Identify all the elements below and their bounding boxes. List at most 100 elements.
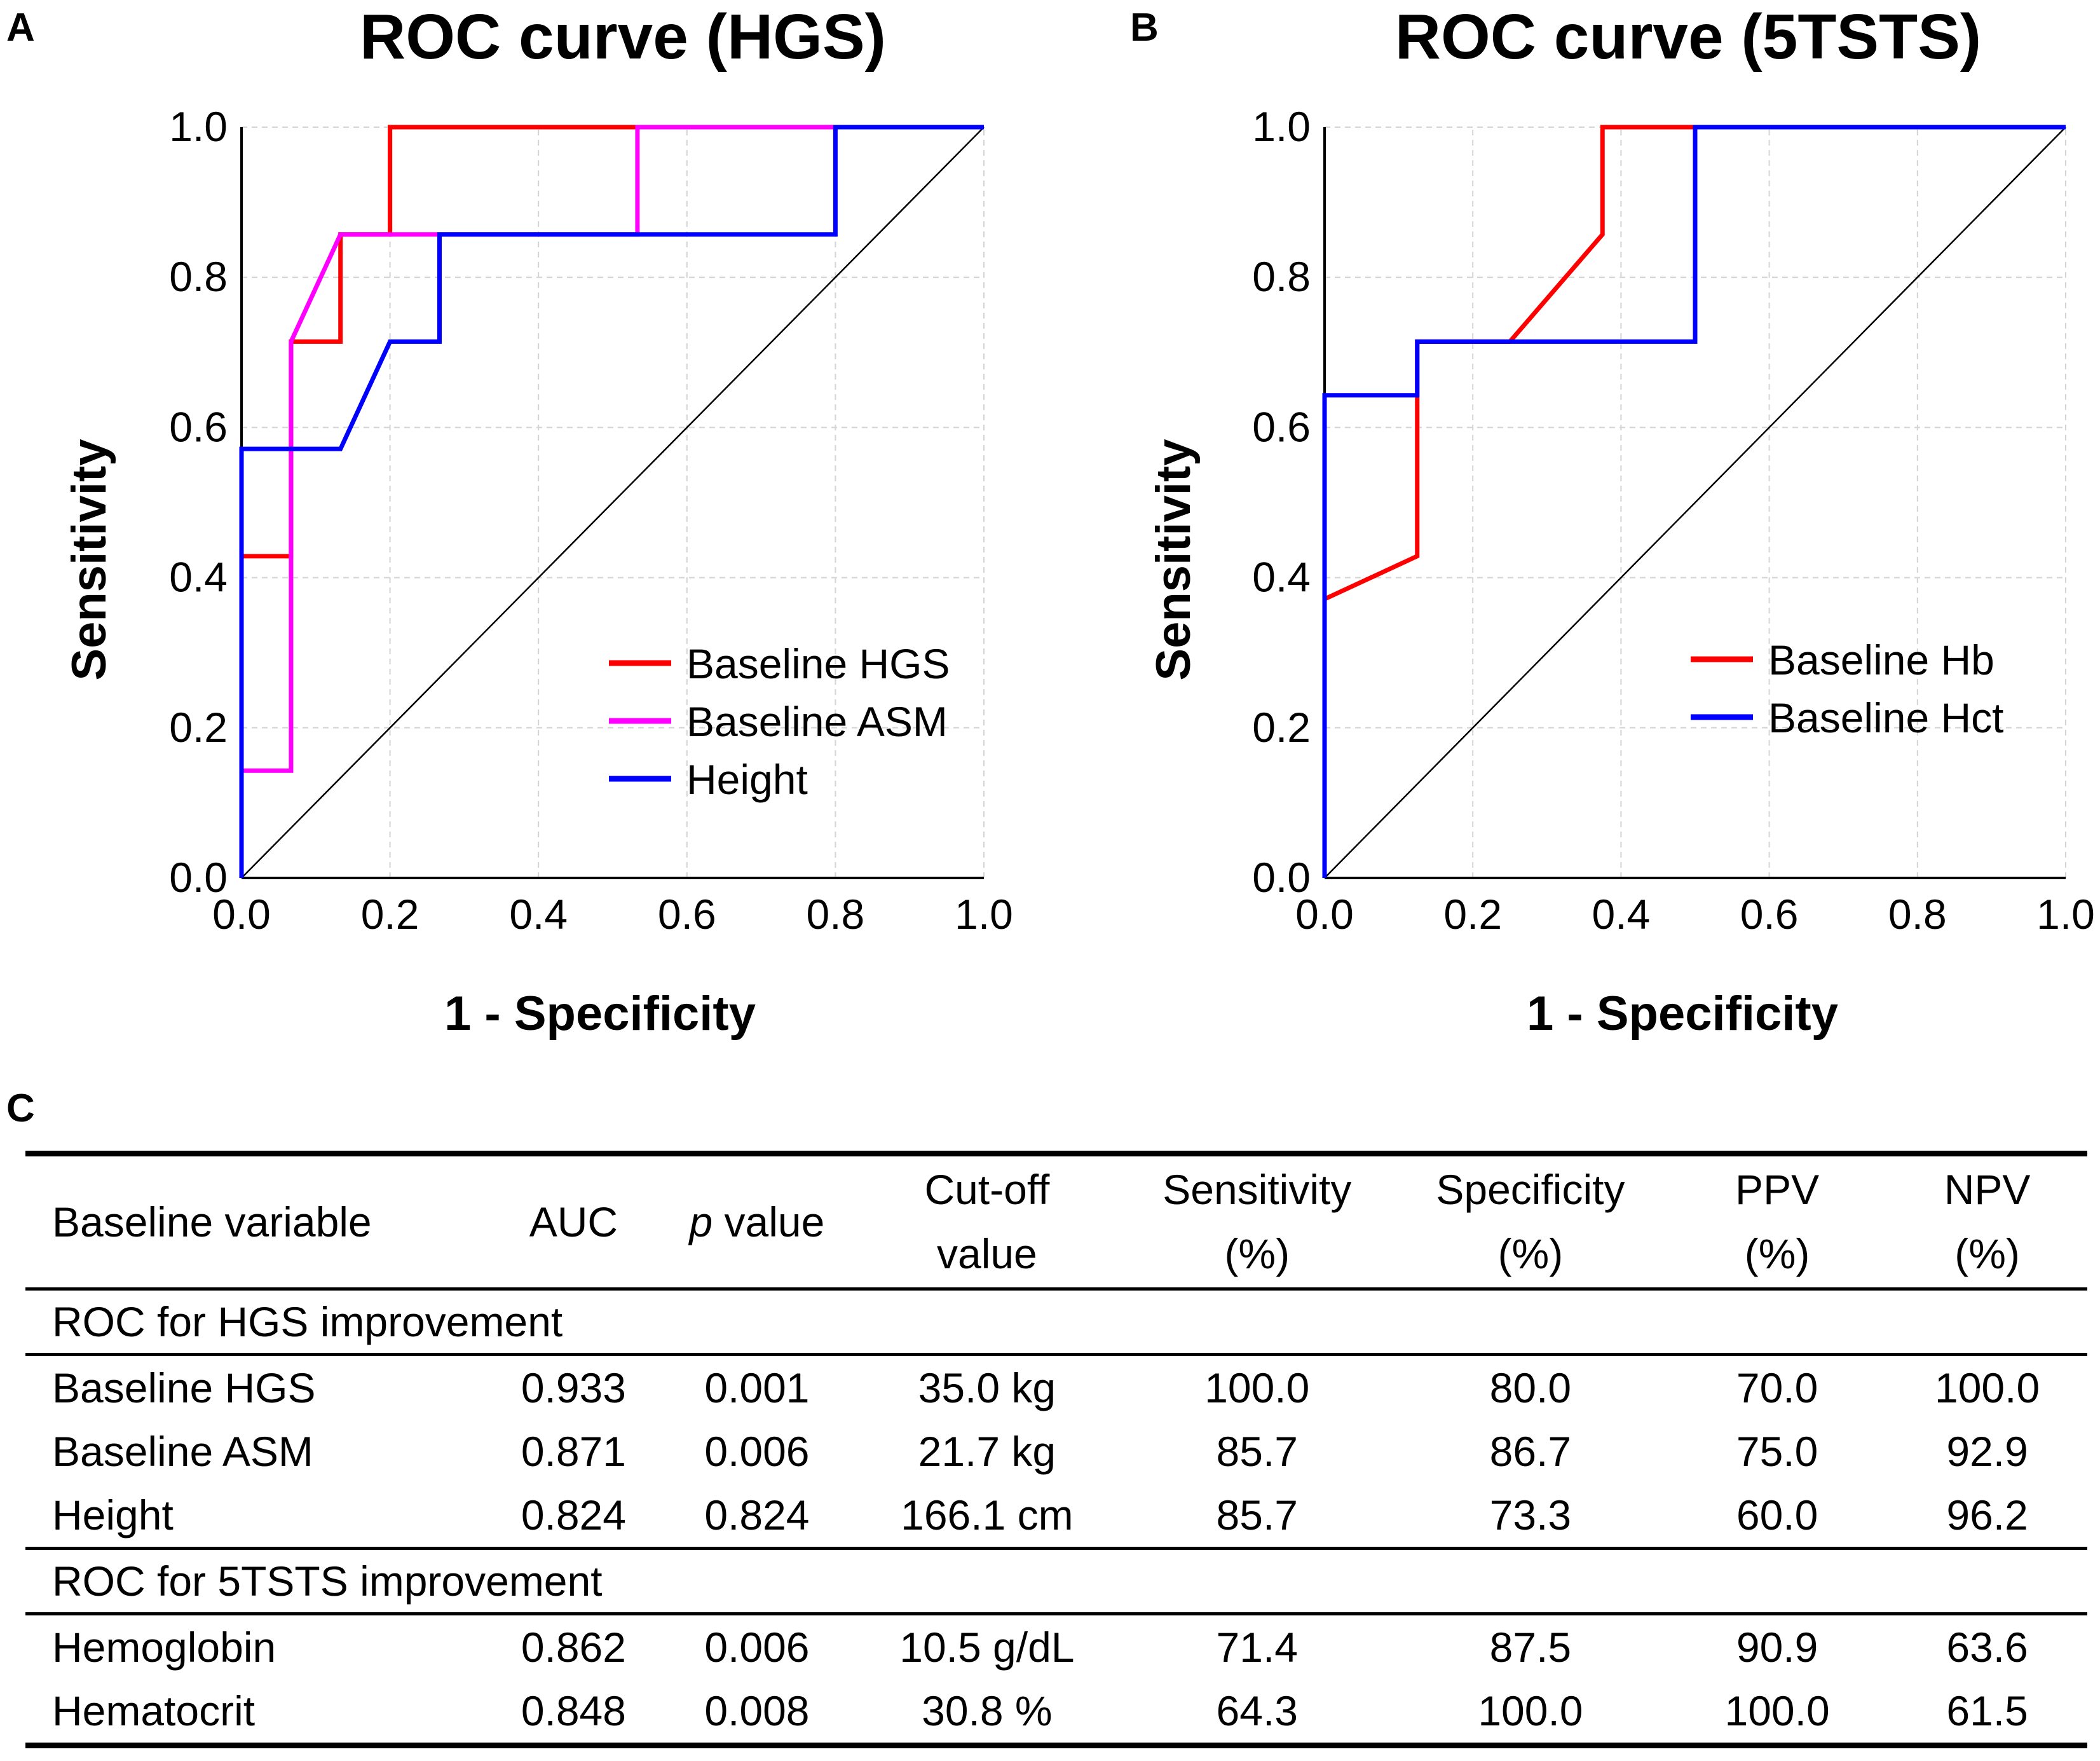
table-cell: 35.0 kg: [918, 1364, 1056, 1411]
table-cell: 71.4: [1216, 1623, 1298, 1671]
header-text: Baseline variable: [52, 1198, 372, 1245]
column-header: PPV (%): [1667, 1151, 1888, 1291]
table-cell: 100.0: [1393, 1679, 1667, 1748]
table-cell: 0.933: [521, 1364, 626, 1411]
x-tick-label: 0.0: [1295, 891, 1354, 938]
table-cell: 100.0: [1935, 1364, 2040, 1411]
column-header: Baseline variable: [25, 1151, 488, 1291]
y-tick-label: 0.4: [1252, 554, 1311, 601]
panel-label-b: B: [1130, 6, 1159, 50]
table-cell: 86.7: [1489, 1427, 1572, 1475]
table-cell: 10.5 g/dL: [899, 1623, 1075, 1671]
y-tick-label: 1.0: [169, 103, 228, 150]
table-cell: 100.0: [1667, 1679, 1888, 1748]
y-axis-label: Sensitivity: [1147, 439, 1201, 680]
header-text: value: [712, 1198, 825, 1245]
table-row: Hematocrit 0.848 0.008 30.8 % 64.3 100.0 100.0…: [25, 1679, 2087, 1748]
table-cell: 166.1 cm: [901, 1491, 1074, 1538]
table-cell: 92.9: [1946, 1427, 2028, 1475]
x-axis-label: 1 - Specificity: [444, 987, 756, 1041]
section-row: ROC for 5TSTS improvement: [25, 1547, 2087, 1615]
legend-label: Baseline Hct: [1768, 694, 2004, 741]
table-cell: 0.006: [704, 1427, 810, 1475]
chart-title: ROC curve (HGS): [360, 1, 886, 72]
table-cell: 0.008: [660, 1679, 854, 1748]
y-tick-label: 0.8: [169, 253, 228, 300]
panel-label-a: A: [6, 6, 35, 50]
y-tick-label: 0.0: [169, 854, 228, 901]
table-cell: 90.9: [1736, 1623, 1818, 1671]
y-axis-label: Sensitivity: [62, 439, 116, 680]
table-cell: 0.824: [704, 1491, 810, 1538]
x-tick-label: 0.2: [1443, 891, 1502, 938]
header-text: (%): [1497, 1230, 1564, 1277]
table-cell: 73.3: [1489, 1491, 1572, 1538]
reference-diagonal: [241, 127, 985, 879]
table-cell: 85.7: [1216, 1427, 1298, 1475]
roc-curve-baseline-hct: [1322, 125, 2066, 878]
table-header-row: Baseline variable AUC p value Cut-off value S…: [25, 1151, 2087, 1291]
y-tick-label: 0.8: [1252, 253, 1311, 300]
row-variable: Hemoglobin: [52, 1623, 276, 1671]
table-cell: 85.7: [1216, 1491, 1298, 1538]
x-tick-label: 0.4: [1592, 891, 1651, 938]
column-header: NPV (%): [1887, 1151, 2087, 1291]
x-tick-label: 0.8: [807, 891, 865, 938]
y-tick-label: 0.6: [169, 403, 228, 450]
column-header: Specificity (%): [1393, 1151, 1667, 1291]
header-text: value: [936, 1230, 1037, 1277]
legend-label: Height: [686, 756, 808, 803]
table-cell: 0.871: [521, 1427, 626, 1475]
row-variable: Baseline ASM: [52, 1427, 313, 1475]
x-tick-label: 0.0: [212, 891, 271, 938]
table-cell: 0.862: [521, 1623, 626, 1671]
table-cell: 87.5: [1489, 1623, 1572, 1671]
y-tick-label: 0.4: [169, 554, 228, 601]
table-cell: 63.6: [1946, 1623, 2028, 1671]
legend-label: Baseline Hb: [1768, 636, 1994, 683]
header-text: Specificity: [1436, 1166, 1625, 1213]
column-header: AUC: [487, 1151, 660, 1291]
table-cell: 75.0: [1736, 1427, 1818, 1475]
table-cell: 30.8 %: [854, 1679, 1121, 1748]
x-tick-label: 0.6: [658, 891, 716, 938]
header-text: Cut-off: [924, 1166, 1050, 1213]
section-row: ROC for HGS improvement: [25, 1289, 2087, 1356]
header-text: AUC: [529, 1198, 618, 1245]
table-cell: 0.824: [521, 1491, 626, 1538]
table-cell: 70.0: [1736, 1364, 1818, 1411]
header-text: p: [689, 1198, 713, 1245]
chart-1: ROC curve (HGS) 0.0 0.2 0.4 0.6 0.8 1.0 0.0 0.2 0…: [62, 1, 1013, 1041]
table-cell: 0.006: [704, 1623, 810, 1671]
reference-diagonal: [1324, 127, 2066, 879]
section-title: ROC for 5TSTS improvement: [25, 1547, 2087, 1615]
chart-2: ROC curve (5TSTS) 0.0 0.2 0.4 0.6 0.8 1.0 0.0 0.…: [1147, 1, 2095, 1041]
table-cell: 61.5: [1887, 1679, 2087, 1748]
x-tick-label: 1.0: [955, 891, 1013, 938]
header-text: (%): [1954, 1230, 2020, 1277]
roc-curve-baseline-asm: [239, 125, 984, 878]
table-row: Baseline HGS 0.933 0.001 35.0 kg 100.0 80.0 70…: [25, 1355, 2087, 1420]
section-title: ROC for HGS improvement: [25, 1289, 2087, 1356]
y-tick-label: 1.0: [1252, 103, 1311, 150]
header-text: (%): [1224, 1230, 1290, 1277]
x-tick-label: 0.8: [1888, 891, 1947, 938]
column-header: p value: [660, 1151, 854, 1291]
row-variable: Hematocrit: [25, 1679, 488, 1748]
header-text: PPV: [1735, 1166, 1820, 1213]
y-tick-label: 0.2: [169, 704, 228, 751]
x-axis-label: 1 - Specificity: [1527, 987, 1838, 1041]
table-cell: 0.848: [487, 1679, 660, 1748]
column-header: Sensitivity (%): [1120, 1151, 1394, 1291]
header-text: (%): [1744, 1230, 1810, 1277]
table-cell: 100.0: [1204, 1364, 1310, 1411]
legend-label: Baseline HGS: [686, 640, 950, 687]
chart-title: ROC curve (5TSTS): [1395, 1, 1981, 72]
y-tick-label: 0.6: [1252, 403, 1311, 450]
table-row: Baseline ASM 0.871 0.006 21.7 kg 85.7 86.7 75.…: [25, 1420, 2087, 1483]
roc-curve-baseline-hgs: [239, 125, 984, 878]
x-tick-label: 0.2: [361, 891, 419, 938]
roc-charts: ROC curve (HGS) 0.0 0.2 0.4 0.6 0.8 1.0 0.0 0.2 0…: [62, 1, 2095, 1041]
table-cell: 96.2: [1946, 1491, 2028, 1538]
panel-label-c: C: [6, 1086, 35, 1130]
